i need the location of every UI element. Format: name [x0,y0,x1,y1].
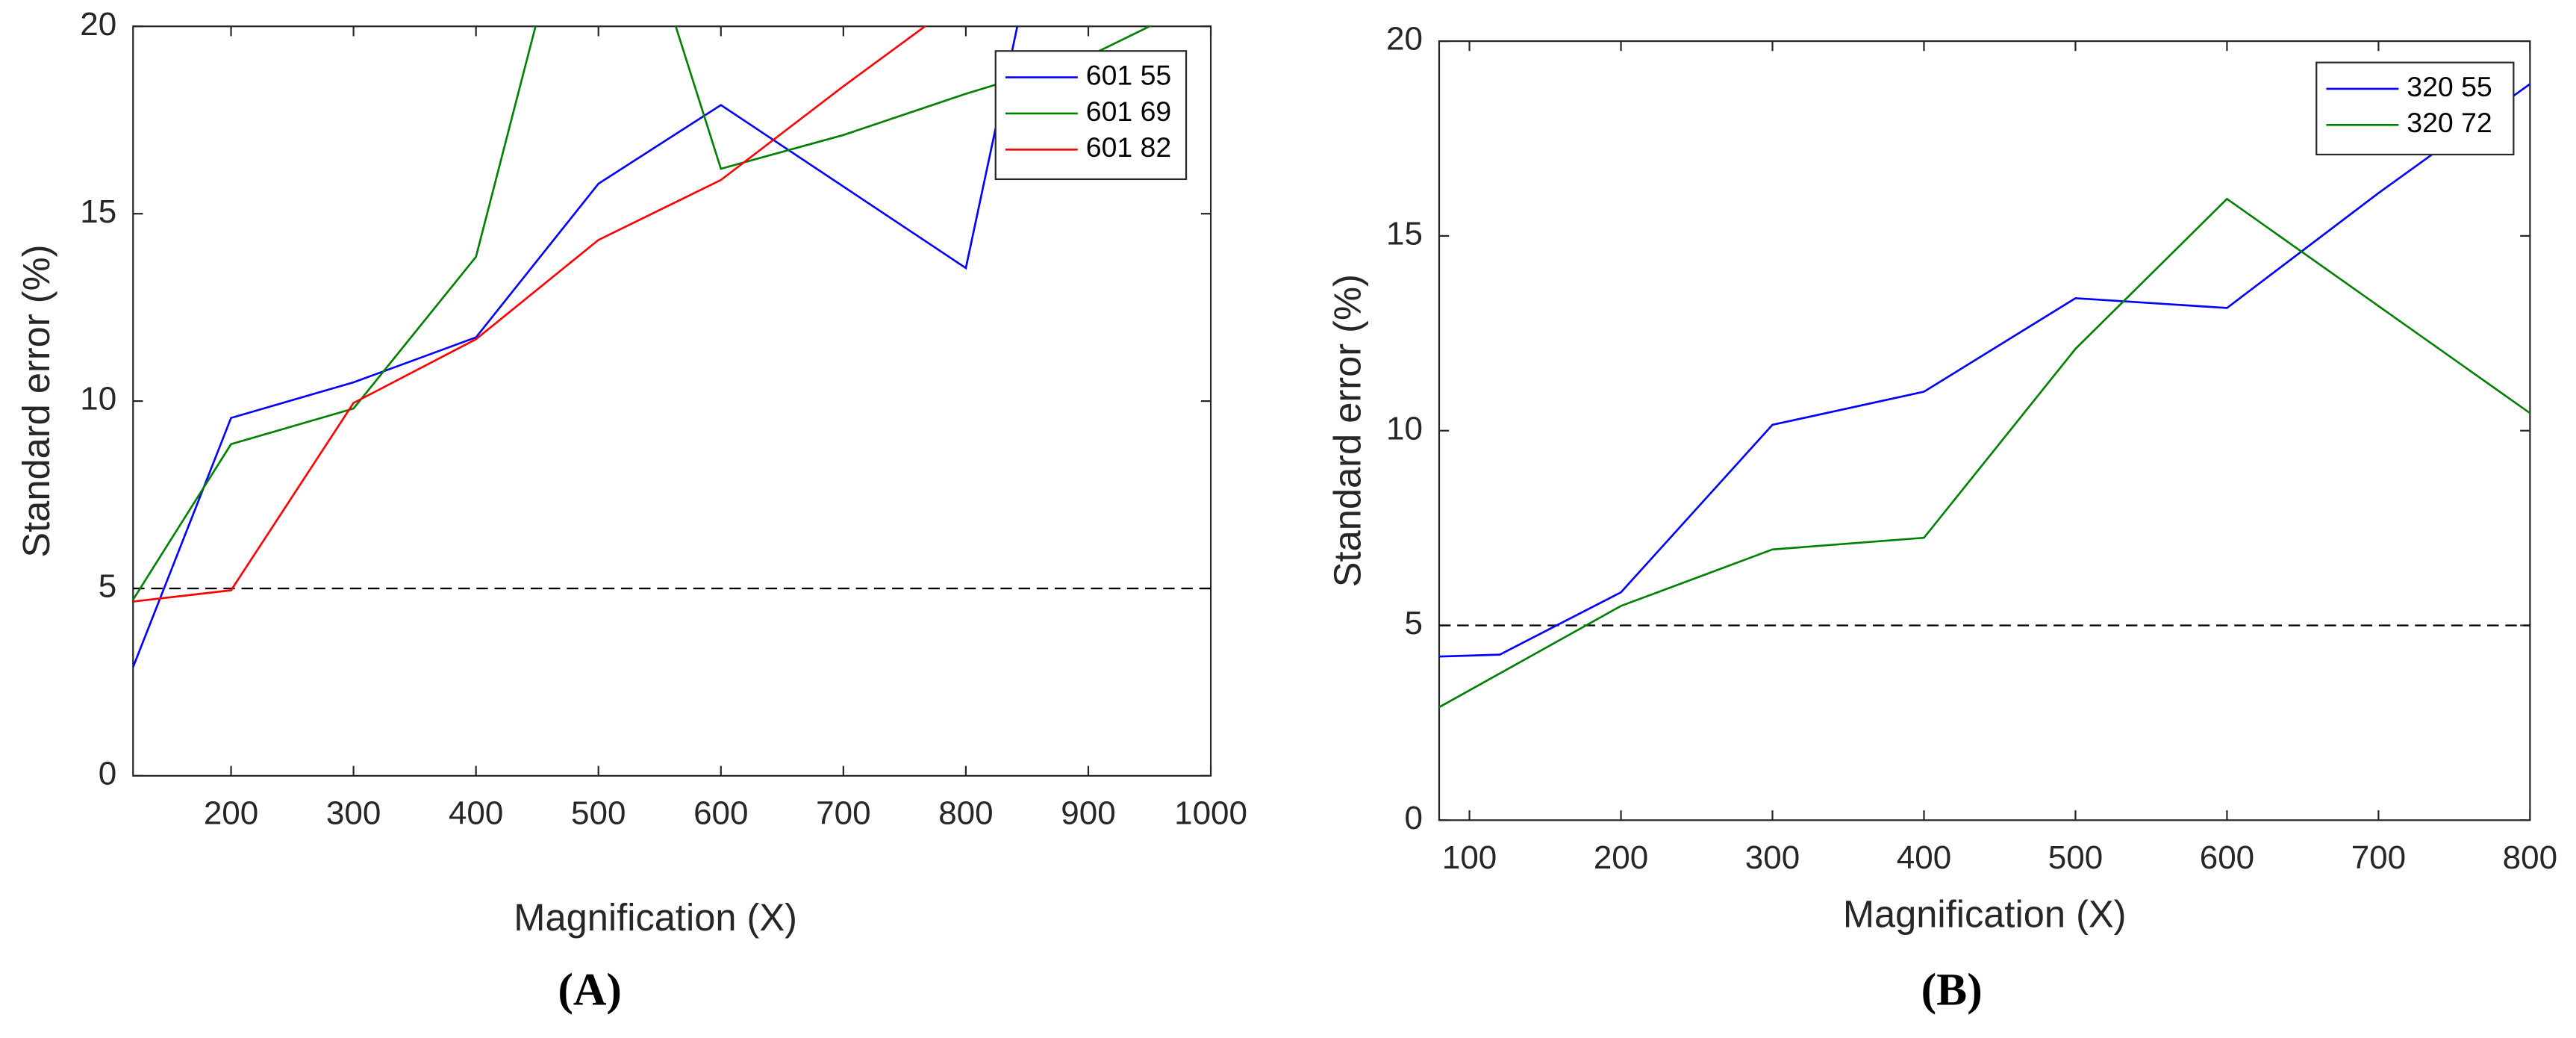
x-tick-label: 500 [571,795,626,831]
legend-label: 601 82 [1086,131,1171,163]
y-tick-label: 15 [1386,216,1423,252]
panel-label: (B) [1921,965,1983,1016]
legend-label: 601 69 [1086,96,1171,127]
panel-label: (A) [558,965,622,1016]
x-tick-label: 200 [204,795,258,831]
y-tick-label: 0 [1404,800,1422,836]
series-line [133,26,1019,668]
y-tick-label: 5 [1404,605,1422,641]
x-tick-label: 300 [1745,839,1800,876]
x-tick-label: 400 [449,795,503,831]
x-tick-label: 900 [1061,795,1115,831]
y-tick-label: 20 [1386,21,1423,58]
y-tick-label: 15 [80,193,116,230]
x-tick-label: 600 [2200,839,2254,876]
x-tick-label: 600 [693,795,748,831]
x-tick-label: 400 [1897,839,1951,876]
y-axis-label: Standard error (%) [15,245,57,558]
x-tick-label: 700 [816,795,870,831]
plot-area [1438,40,2531,821]
y-tick-label: 5 [99,568,116,605]
legend-box [994,50,1188,181]
x-tick-label: 100 [1442,839,1497,876]
legend-box [2315,61,2515,156]
series-line [1438,83,2530,658]
y-axis-label: Standard error (%) [1326,274,1369,587]
x-tick-label: 1000 [1174,795,1247,831]
x-axis-label: Magnification (X) [514,896,797,939]
legend-label: 320 55 [2407,71,2492,102]
x-tick-label: 500 [2048,839,2103,876]
x-tick-label: 800 [938,795,993,831]
x-axis-label: Magnification (X) [1843,893,2127,936]
x-tick-label: 200 [1594,839,1648,876]
legend-label: 601 55 [1086,59,1171,90]
x-tick-label: 300 [326,795,381,831]
x-tick-label: 800 [2503,839,2557,876]
legend-label: 320 72 [2407,107,2492,138]
x-tick-label: 700 [2351,839,2406,876]
y-tick-label: 20 [80,6,116,43]
series-line [1438,197,2530,709]
series-line [133,26,927,603]
y-tick-label: 0 [99,756,116,792]
y-tick-label: 10 [1386,410,1423,447]
y-tick-label: 10 [80,381,116,417]
